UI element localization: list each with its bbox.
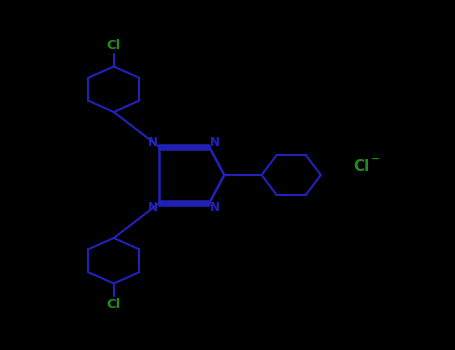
- Text: N: N: [210, 136, 220, 149]
- Text: N: N: [148, 136, 158, 149]
- Text: N: N: [210, 201, 220, 214]
- Text: Cl: Cl: [106, 298, 121, 311]
- Text: −: −: [371, 154, 380, 164]
- Text: Cl: Cl: [354, 159, 370, 174]
- Text: Cl: Cl: [106, 39, 121, 52]
- Text: N: N: [148, 201, 158, 214]
